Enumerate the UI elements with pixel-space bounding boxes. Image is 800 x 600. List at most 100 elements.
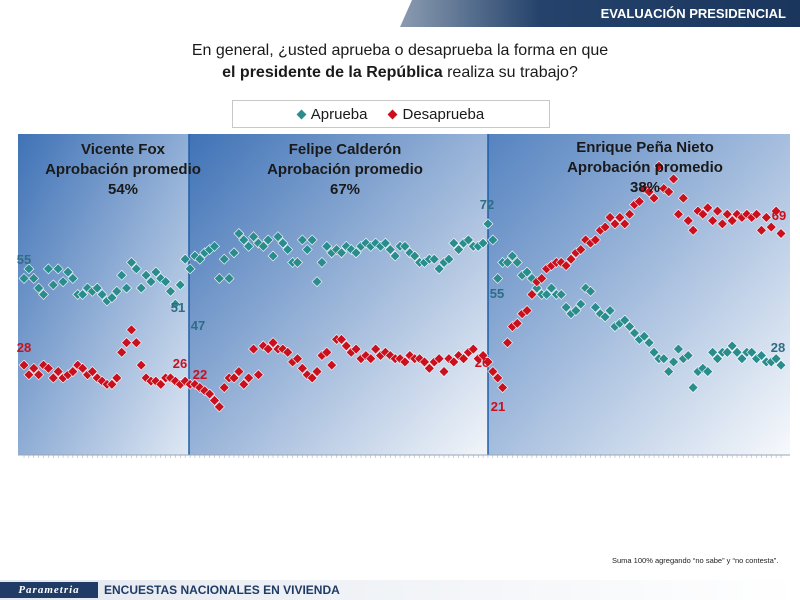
period-fox-subtitle: Aprobación promedio (45, 161, 201, 178)
point-aprueba (311, 276, 323, 288)
point-aprueba (169, 298, 181, 310)
point-aprueba (506, 250, 518, 262)
point-aprueba (511, 256, 523, 268)
point-aprueba (638, 330, 650, 342)
point-aprueba (487, 234, 499, 246)
data-label: 21 (491, 399, 505, 414)
point-desaprueba (321, 346, 333, 358)
point-desaprueba (209, 395, 220, 406)
data-label: 55 (490, 286, 504, 301)
point-aprueba (238, 234, 250, 246)
point-aprueba (379, 237, 391, 249)
point-aprueba (775, 359, 787, 371)
point-desaprueba (775, 228, 787, 239)
point-aprueba (668, 356, 679, 368)
point-aprueba (38, 289, 49, 300)
point-desaprueba (340, 340, 352, 352)
point-aprueba (726, 340, 738, 352)
point-desaprueba (716, 218, 728, 230)
point-aprueba (33, 282, 45, 294)
point-aprueba (218, 253, 230, 265)
point-aprueba (116, 269, 128, 281)
point-desaprueba (365, 353, 377, 365)
point-aprueba (589, 301, 601, 313)
point-desaprueba (253, 369, 264, 381)
point-desaprueba (228, 372, 240, 384)
point-desaprueba (126, 324, 137, 336)
point-desaprueba (770, 205, 782, 217)
point-aprueba (130, 263, 142, 275)
point-desaprueba (560, 260, 572, 272)
point-desaprueba (116, 346, 128, 358)
point-aprueba (150, 266, 162, 278)
point-aprueba (233, 228, 245, 239)
point-aprueba (248, 231, 259, 243)
data-label: 26 (173, 356, 187, 371)
point-aprueba (296, 234, 308, 246)
point-desaprueba (433, 353, 445, 365)
footnote: Suma 100% agregando “no sabe” y “no cont… (612, 556, 779, 565)
data-label: 26 (475, 355, 489, 370)
point-desaprueba (497, 382, 509, 394)
point-desaprueba (42, 362, 54, 374)
point-aprueba (23, 263, 35, 275)
point-aprueba (643, 337, 655, 349)
point-aprueba (731, 346, 743, 358)
point-desaprueba (575, 244, 587, 255)
period-fox-name: Vicente Fox (81, 141, 165, 158)
period-bg-calderon (189, 134, 488, 455)
point-aprueba (658, 353, 670, 365)
data-label: 47 (191, 318, 205, 333)
point-desaprueba (589, 234, 601, 246)
point-desaprueba (677, 192, 689, 204)
point-aprueba (521, 266, 533, 278)
point-aprueba (213, 273, 225, 284)
point-desaprueba (248, 343, 259, 355)
data-label: 28 (17, 340, 31, 355)
question-line-1: En general, ¿usted aprueba o desaprueba … (191, 42, 609, 59)
point-aprueba (629, 327, 640, 339)
point-desaprueba (77, 362, 89, 374)
point-aprueba (47, 279, 59, 291)
point-aprueba (272, 231, 284, 243)
point-aprueba (28, 273, 40, 284)
point-aprueba (228, 247, 240, 259)
point-aprueba (663, 366, 675, 377)
point-desaprueba (673, 208, 684, 220)
point-desaprueba (760, 212, 772, 223)
period-calderon-value: 67% (329, 181, 361, 198)
point-desaprueba (238, 378, 250, 390)
point-desaprueba (438, 366, 450, 377)
point-desaprueba (511, 317, 523, 329)
point-aprueba (448, 237, 460, 249)
point-desaprueba (565, 253, 577, 265)
point-aprueba (67, 273, 79, 284)
point-desaprueba (492, 372, 504, 384)
point-aprueba (91, 282, 103, 294)
point-aprueba (42, 263, 54, 275)
point-aprueba (570, 305, 582, 316)
point-desaprueba (765, 221, 777, 233)
point-desaprueba (668, 173, 679, 185)
period-pena-value: 38% (629, 179, 661, 196)
point-aprueba (126, 256, 137, 268)
point-desaprueba (599, 221, 611, 233)
legend-item-desaprueba: Desaprueba (388, 106, 484, 123)
period-calderon-subtitle: Aprobación promedio (267, 161, 423, 178)
point-aprueba (160, 276, 172, 288)
legend-item-aprueba: Aprueba (296, 106, 367, 123)
chart-question: En general, ¿usted aprueba o desaprueba … (150, 40, 650, 84)
point-desaprueba (633, 195, 645, 207)
point-aprueba (194, 253, 206, 265)
point-aprueba (409, 250, 421, 262)
period-fox-title: Vicente Fox Aprobación promedio 54% (18, 140, 228, 200)
point-desaprueba (23, 369, 35, 381)
point-aprueba (560, 301, 572, 313)
point-desaprueba (502, 337, 513, 349)
point-aprueba (399, 240, 411, 252)
point-aprueba (682, 350, 694, 361)
point-desaprueba (477, 350, 489, 361)
point-aprueba (702, 366, 714, 377)
point-aprueba (350, 247, 362, 259)
point-aprueba (756, 350, 767, 361)
